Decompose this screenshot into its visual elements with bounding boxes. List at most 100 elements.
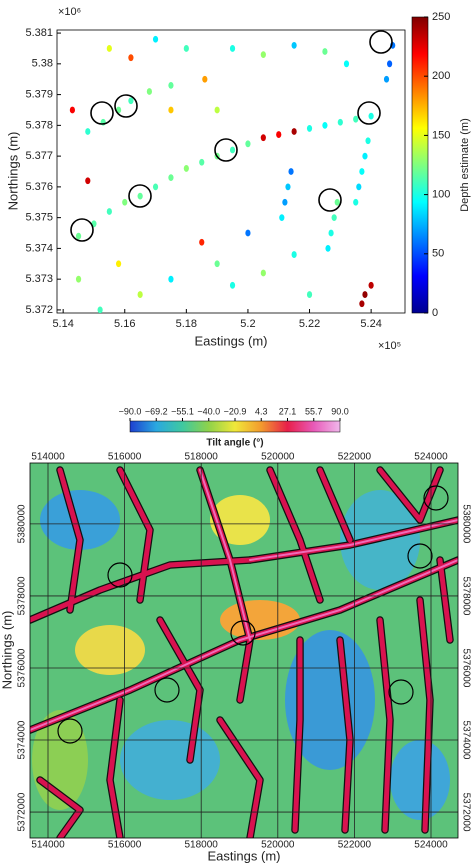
ridge [157,617,203,763]
circle-marker [214,138,238,162]
ridge [57,467,83,613]
circle-marker [57,718,83,744]
point [334,198,340,206]
ridge [292,637,303,833]
point [202,75,208,83]
circle-marker [154,677,180,703]
point [325,245,331,252]
x-tick-label: 516000 [108,840,142,851]
y-tick-label: 5.377 [25,150,53,162]
point [279,214,285,222]
ridge [377,617,393,833]
y-tick-label: 5.372 [25,304,53,316]
x-tick-label: 522000 [338,840,372,851]
ridge [317,467,353,543]
point [168,106,174,114]
y-tick-label-right: 5372000 [460,793,471,832]
y-tick-label-right: 5374000 [460,721,471,760]
point [115,260,122,268]
y-tick-label: 5374000 [17,720,28,759]
x-tick-label: 518000 [185,840,219,851]
colorbar-tick-label: −20.9 [224,406,247,416]
colorbar-tick-label: 100 [432,189,450,201]
ridge [37,777,83,838]
patch [120,720,220,800]
x-tick-label-top: 520000 [261,452,295,463]
point [122,198,128,206]
colorbar-tick-label: 150 [432,129,450,141]
point [368,281,374,289]
ridge-highlight [30,559,458,731]
point [214,106,220,114]
point [387,60,393,68]
circle-marker [369,30,393,54]
y-axis-label: Northings (m) [5,132,20,211]
x-tick-label: 5.22 [299,318,320,330]
point [229,146,236,154]
point [282,198,288,206]
point [353,115,359,123]
point [306,125,313,132]
patch [390,740,450,820]
point [199,158,205,166]
annotations [70,30,393,242]
patch [75,625,145,675]
circle-marker [107,562,133,588]
colorbar-tick-label: 4.3 [255,406,268,416]
point [368,112,374,120]
point [359,300,365,308]
x-tick-label: 5.16 [114,318,135,330]
circle-marker [388,679,414,705]
point [168,174,174,182]
x-multiplier: ×10⁵ [378,340,401,352]
colorbar-tick-label: 250 [432,11,450,23]
point [291,128,297,135]
colorbar-tick-label: 0 [432,307,438,319]
point [85,177,91,185]
point [183,45,189,52]
circle-marker [70,218,94,242]
y-tick-label: 5.379 [25,89,53,101]
point [97,306,103,313]
x-tick-label-top: 522000 [338,452,372,463]
point [328,229,334,237]
colorbar-label: Depth estimate (m) [459,118,471,212]
x-tick-label-top: 516000 [108,452,142,463]
grid [30,463,458,838]
point [168,81,174,89]
ridge [267,467,323,603]
x-tick-label-top: 524000 [414,452,448,463]
point [291,41,297,49]
point [362,291,368,298]
ridge [30,557,253,623]
point [260,269,266,277]
colorbar-tick-label: −69.2 [145,406,168,416]
ridge [107,697,123,838]
y-tick-label: 5.374 [25,242,53,254]
point [359,168,365,175]
point [331,214,337,222]
point [365,137,371,145]
circle-marker [407,543,433,569]
y-tick-label-right: 5380000 [460,504,471,543]
y-multiplier: ×10⁶ [58,6,81,18]
point [137,192,143,200]
point [128,54,134,62]
x-tick-label-top: 514000 [31,452,65,463]
y-tick-label: 5.376 [25,181,53,193]
y-tick-label-right: 5376000 [460,649,471,688]
tilt-panel: −90.0 −69.2 −55.1 −40.0 −20.9 4.3 27.1 55.7 90.0… [0,406,471,863]
y-tick-label: 5.373 [25,273,53,285]
colorbar-tick-label: 27.1 [279,406,297,416]
point [85,128,91,135]
point [322,48,328,55]
point [362,152,368,160]
x-tick-label: 520000 [261,840,295,851]
patch [210,495,270,545]
point [137,291,143,298]
colorbar [411,16,429,314]
ridge [117,467,153,603]
point [168,275,174,283]
circle-marker [114,94,138,118]
